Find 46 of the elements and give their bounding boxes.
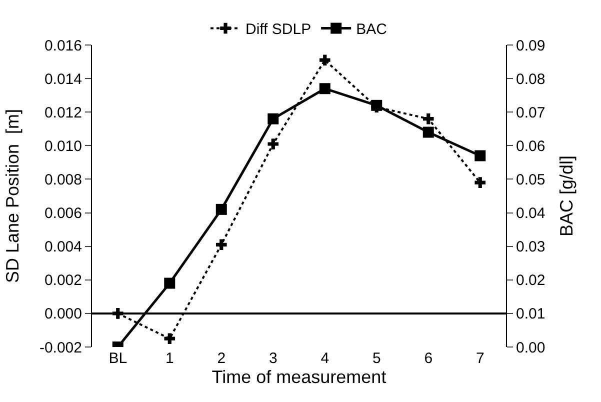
y-tick-label: 0.002 [44,272,82,290]
y-tick-label: 0.012 [44,104,82,122]
x-tick-label: 4 [320,350,330,367]
point [216,239,227,250]
point [474,177,486,188]
y-tick-label: 0.014 [44,70,82,88]
point [268,113,279,124]
point [164,278,176,289]
point [164,333,176,344]
point [216,204,227,215]
y-tick-label: 0.008 [44,171,82,188]
y2-tick-label: 0.01 [516,306,546,323]
y2-tick-label: 0.04 [516,205,546,222]
point [319,54,330,66]
y2-tick-label: 0.07 [516,104,546,122]
point [268,138,279,150]
legend-label: BAC [356,21,388,38]
legend-label: Diff SDLP [246,21,312,38]
y2-tick-label: 0.00 [516,339,546,356]
point [422,113,434,124]
x-tick-label: 3 [268,350,278,367]
y2-tick-label: 0.08 [516,70,546,88]
y2-tick-label: 0.05 [516,171,546,188]
y2-tick-label: 0.09 [516,37,546,54]
y-tick-label: -0.002 [39,339,82,356]
x-tick-label: 7 [476,350,484,367]
y-tick-label: 0.016 [44,37,82,54]
x-tick-label: 6 [424,350,433,367]
point [422,126,434,138]
y-tick-label: 0.004 [44,238,82,256]
y2-tick-label: 0.06 [516,138,546,155]
point [474,150,486,162]
y-tick-label: 0.006 [44,205,82,222]
point [319,83,330,94]
x-axis-title: Time of measurement [212,367,386,387]
x-tick-label: 2 [217,350,226,367]
x-tick-label: BL [108,350,128,367]
y2-tick-label: 0.03 [516,238,546,256]
y-axis-title: SD Lane Position [m] [2,108,23,284]
y-tick-label: 0.010 [44,138,82,155]
y2-axis-title: BAC [g/dl] [556,155,576,237]
x-tick-label: 1 [165,350,174,367]
x-tick-label: 5 [372,350,381,367]
y2-tick-label: 0.02 [516,272,546,290]
y-tick-label: 0.000 [44,306,82,323]
point [112,308,124,319]
